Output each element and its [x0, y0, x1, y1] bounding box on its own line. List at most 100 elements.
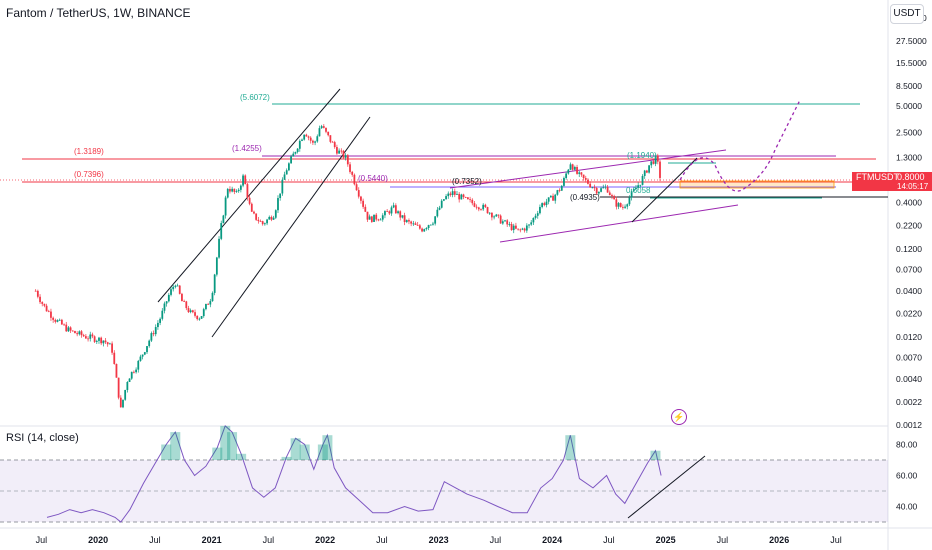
candle-body	[279, 193, 282, 199]
candle-body	[266, 219, 268, 224]
candle-body	[506, 220, 509, 225]
level-label: (0.5440)	[358, 174, 388, 183]
level-label: (1.4255)	[232, 144, 262, 153]
candle-body	[405, 220, 408, 223]
candle-body	[639, 184, 642, 186]
candle-body	[248, 197, 251, 204]
candle-body	[174, 285, 177, 287]
candle-body	[187, 308, 190, 313]
rsi-overbought-fill	[170, 432, 181, 460]
rsi-overbought-fill	[317, 444, 328, 460]
rsi-tick-label: 40.00	[896, 502, 918, 512]
candle-body	[643, 170, 646, 177]
level-label: (0.7396)	[74, 170, 104, 179]
candle-body	[194, 312, 196, 316]
candle-body	[294, 151, 297, 154]
channel-line-upper[interactable]	[157, 88, 341, 303]
candle-body	[530, 222, 533, 225]
candle-body	[508, 224, 511, 225]
bolt-icon[interactable]: ⚡	[671, 409, 687, 425]
candle-body	[45, 305, 48, 312]
candle-body	[189, 310, 192, 313]
candle-body	[410, 221, 413, 224]
candle-body	[449, 193, 452, 195]
time-tick-label: 2020	[88, 535, 108, 545]
candle-body	[366, 211, 369, 220]
candle-body	[401, 215, 404, 218]
candle-body	[549, 195, 552, 198]
candle-body	[130, 371, 133, 379]
candle-body	[632, 189, 635, 192]
indicator-label[interactable]: RSI (14, close)	[6, 432, 79, 444]
candle-body	[268, 216, 271, 220]
time-tick-label: 2026	[769, 535, 789, 545]
candle-body	[578, 172, 581, 174]
projection-path[interactable]	[679, 99, 801, 192]
candle-body	[536, 213, 539, 216]
candle-body	[255, 213, 258, 220]
candle-body	[613, 196, 616, 200]
candle-body	[270, 216, 273, 220]
candle-body	[471, 199, 474, 204]
price-tick-label: 0.1200	[896, 244, 922, 254]
candle-body	[375, 214, 378, 220]
candle-body	[161, 310, 164, 319]
rsi-overbought-fill	[650, 450, 661, 460]
candle-body	[368, 216, 371, 220]
candle-body	[576, 166, 578, 174]
support-trendline[interactable]	[631, 157, 698, 223]
candle-body	[421, 228, 423, 232]
candle-body	[235, 191, 238, 192]
candle-body	[556, 190, 559, 195]
candle-body	[545, 201, 548, 206]
candle-body	[626, 204, 629, 207]
candle-body	[408, 220, 410, 222]
price-tick-label: 2.5000	[896, 128, 922, 138]
candle-body	[630, 191, 633, 198]
candle-body	[515, 225, 517, 229]
candle-body	[482, 204, 485, 210]
candle-body	[34, 290, 37, 292]
currency-button[interactable]: USDT	[890, 4, 924, 24]
candle-body	[539, 206, 541, 214]
candle-body	[191, 310, 194, 313]
candle-body	[135, 369, 137, 373]
time-tick-label: 2025	[656, 535, 676, 545]
candle-body	[499, 215, 502, 224]
level-label: (0.7352)	[452, 177, 482, 186]
candle-body	[224, 197, 227, 216]
candle-body	[353, 174, 356, 185]
candle-body	[80, 331, 83, 336]
candle-body	[146, 346, 148, 353]
candle-body	[399, 211, 402, 218]
time-tick-label: Jul	[263, 535, 275, 545]
candle-body	[418, 225, 421, 229]
wedge-line-upper[interactable]	[449, 149, 727, 189]
candle-body	[453, 191, 456, 195]
rsi-overbought-fill	[290, 438, 301, 460]
candle-body	[628, 197, 631, 205]
candle-body	[143, 352, 146, 355]
supply-zone[interactable]	[679, 180, 835, 189]
candle-body	[226, 188, 229, 198]
chart-title: Fantom / TetherUS, 1W, BINANCE	[6, 6, 191, 20]
candle-body	[200, 316, 203, 319]
candle-body	[394, 205, 397, 214]
candle-body	[360, 196, 362, 201]
candle-body	[491, 212, 493, 218]
rsi-trendline[interactable]	[627, 455, 706, 519]
candle-body	[416, 224, 419, 226]
candle-body	[646, 170, 648, 173]
candle-body	[344, 155, 347, 158]
candle-body	[397, 211, 399, 214]
candle-body	[148, 340, 151, 347]
price-tick-label: 0.0012	[896, 420, 922, 430]
wedge-line-lower[interactable]	[499, 204, 739, 243]
time-tick-label: 2024	[542, 535, 562, 545]
candle-body	[307, 136, 310, 138]
candle-body	[93, 336, 96, 342]
candle-body	[652, 161, 655, 164]
candle-body	[654, 155, 657, 164]
candle-body	[611, 195, 613, 197]
